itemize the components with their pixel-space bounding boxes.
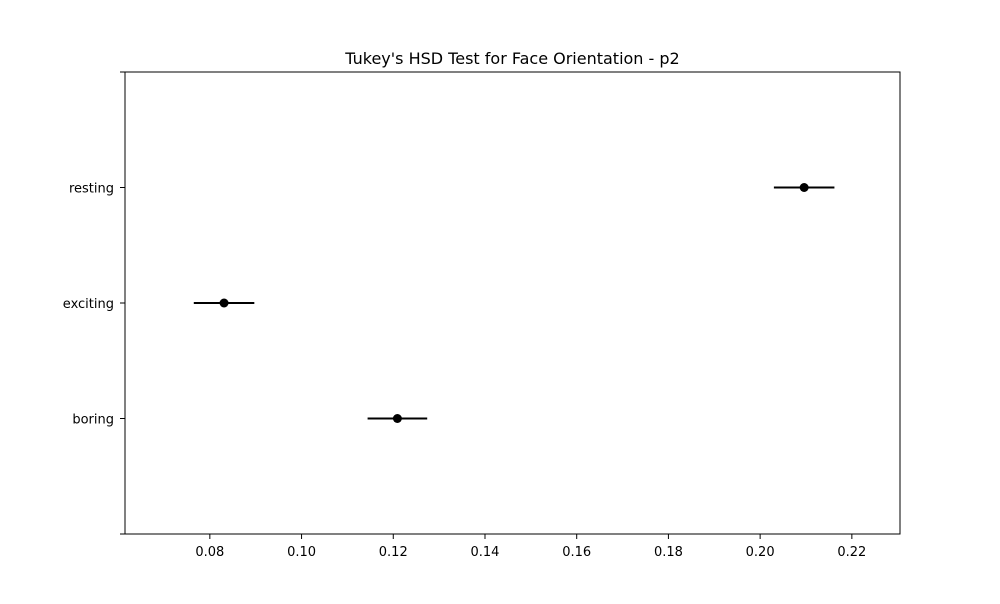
y-tick-label-exciting: exciting xyxy=(63,297,114,312)
y-axis-ticks: boring exciting resting xyxy=(63,71,125,535)
x-tick-label: 0.16 xyxy=(562,545,591,560)
y-tick-label-boring: boring xyxy=(72,413,114,428)
chart-marks xyxy=(193,183,835,423)
x-tick-label: 0.14 xyxy=(471,545,500,560)
x-tick-label: 0.18 xyxy=(654,545,683,560)
x-tick-label: 0.10 xyxy=(287,545,316,560)
x-tick-label: 0.22 xyxy=(837,545,866,560)
y-tick-label-resting: resting xyxy=(69,182,114,197)
x-tick-label: 0.20 xyxy=(746,545,775,560)
x-axis-ticks: 0.08 0.10 0.12 0.14 0.16 0.18 0.20 0.22 xyxy=(195,534,866,560)
mean-point-exciting xyxy=(219,298,229,308)
x-tick-label: 0.08 xyxy=(195,545,224,560)
mean-point-resting xyxy=(799,183,809,192)
mean-point-boring xyxy=(392,414,402,423)
x-tick-label: 0.12 xyxy=(379,545,408,560)
chart-title: Tukey's HSD Test for Face Orientation - … xyxy=(344,49,679,68)
